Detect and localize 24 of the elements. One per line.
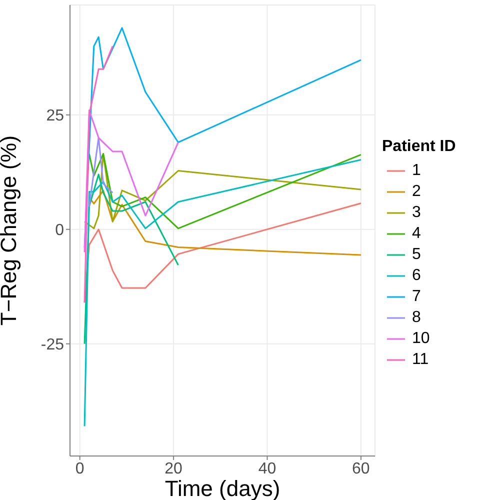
legend-label: 3 <box>412 204 421 222</box>
legend-label: 5 <box>412 246 421 264</box>
y-tick-label: -25 <box>40 336 64 354</box>
legend-title: Patient ID <box>382 138 456 156</box>
legend-label: 7 <box>412 288 421 306</box>
line-series <box>84 159 362 427</box>
line-series <box>88 137 114 208</box>
line-series <box>84 110 179 253</box>
x-tick-label: 60 <box>352 460 370 478</box>
legend-label: 1 <box>412 162 421 180</box>
legend-label: 8 <box>412 308 421 326</box>
y-tick-label: 0 <box>55 222 64 240</box>
y-axis-title: T−Reg Change (%) <box>0 135 21 326</box>
line-series <box>84 45 114 304</box>
y-tick-label: 25 <box>46 108 64 125</box>
legend-label: 11 <box>412 350 429 368</box>
legend-label: 6 <box>412 266 421 284</box>
x-tick-label: 0 <box>75 460 84 478</box>
line-series <box>84 174 179 345</box>
legend-label: 10 <box>412 330 430 348</box>
x-tick-label: 40 <box>258 460 276 478</box>
legend-label: 4 <box>412 224 421 242</box>
x-tick-label: 20 <box>164 460 183 478</box>
legend-label: 2 <box>412 182 421 200</box>
